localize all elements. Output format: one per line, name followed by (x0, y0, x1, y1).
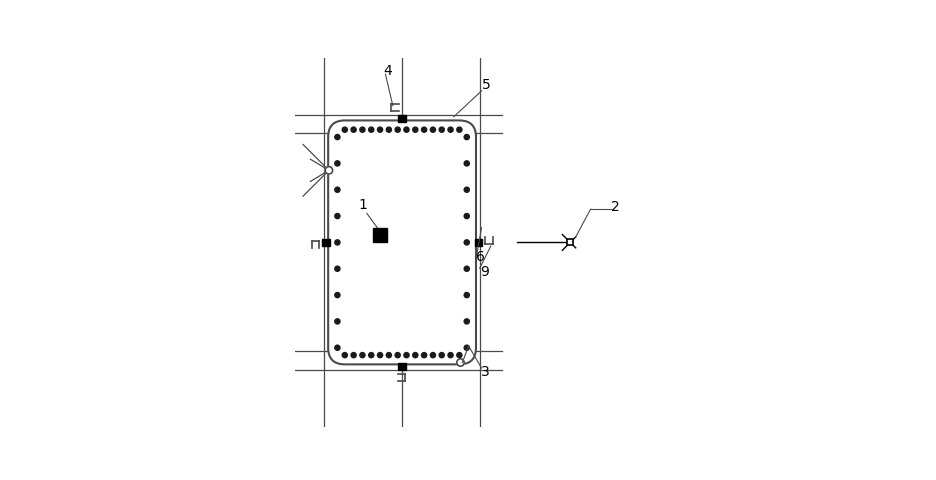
Circle shape (359, 352, 365, 358)
Circle shape (387, 352, 391, 358)
Circle shape (377, 127, 383, 132)
Circle shape (351, 127, 357, 132)
Circle shape (359, 127, 365, 132)
Circle shape (377, 352, 383, 358)
Circle shape (431, 127, 435, 132)
Text: 6: 6 (476, 250, 485, 264)
Circle shape (335, 319, 340, 324)
Circle shape (395, 127, 401, 132)
Circle shape (464, 240, 469, 245)
Circle shape (335, 240, 340, 245)
Circle shape (448, 127, 453, 132)
Bar (373, 228, 387, 242)
Bar (475, 239, 482, 246)
Circle shape (335, 292, 340, 298)
Circle shape (395, 352, 401, 358)
Circle shape (464, 187, 469, 192)
Circle shape (439, 127, 445, 132)
Circle shape (464, 292, 469, 298)
Circle shape (439, 352, 445, 358)
Circle shape (464, 214, 469, 219)
Bar (399, 115, 406, 122)
Circle shape (369, 352, 373, 358)
Circle shape (464, 161, 469, 166)
Circle shape (351, 352, 357, 358)
Circle shape (448, 352, 453, 358)
Circle shape (335, 187, 340, 192)
Bar (399, 363, 406, 370)
Circle shape (457, 359, 464, 366)
Bar (567, 240, 573, 245)
Circle shape (413, 352, 417, 358)
Circle shape (335, 266, 340, 271)
Circle shape (343, 352, 347, 358)
Circle shape (457, 127, 462, 132)
FancyBboxPatch shape (329, 120, 476, 364)
Circle shape (413, 127, 417, 132)
Text: 3: 3 (481, 365, 490, 379)
Bar (322, 239, 329, 246)
Circle shape (464, 319, 469, 324)
Text: 2: 2 (611, 200, 620, 214)
Text: 5: 5 (482, 78, 490, 92)
Circle shape (431, 352, 435, 358)
Circle shape (387, 127, 391, 132)
Circle shape (464, 266, 469, 271)
Circle shape (464, 134, 469, 140)
Circle shape (421, 352, 427, 358)
Circle shape (335, 161, 340, 166)
Circle shape (325, 167, 332, 174)
Text: 9: 9 (479, 265, 489, 279)
Text: 1: 1 (358, 198, 368, 213)
Circle shape (404, 127, 409, 132)
Circle shape (404, 352, 409, 358)
Text: 4: 4 (384, 63, 392, 78)
Circle shape (421, 127, 427, 132)
Circle shape (464, 345, 469, 350)
Circle shape (335, 214, 340, 219)
Circle shape (369, 127, 373, 132)
Circle shape (457, 352, 462, 358)
Circle shape (335, 345, 340, 350)
Circle shape (335, 134, 340, 140)
Circle shape (343, 127, 347, 132)
